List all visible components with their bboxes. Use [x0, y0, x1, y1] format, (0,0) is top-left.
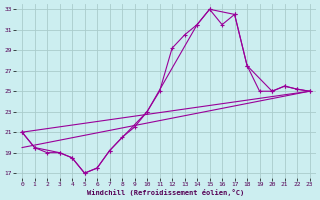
- X-axis label: Windchill (Refroidissement éolien,°C): Windchill (Refroidissement éolien,°C): [87, 189, 244, 196]
